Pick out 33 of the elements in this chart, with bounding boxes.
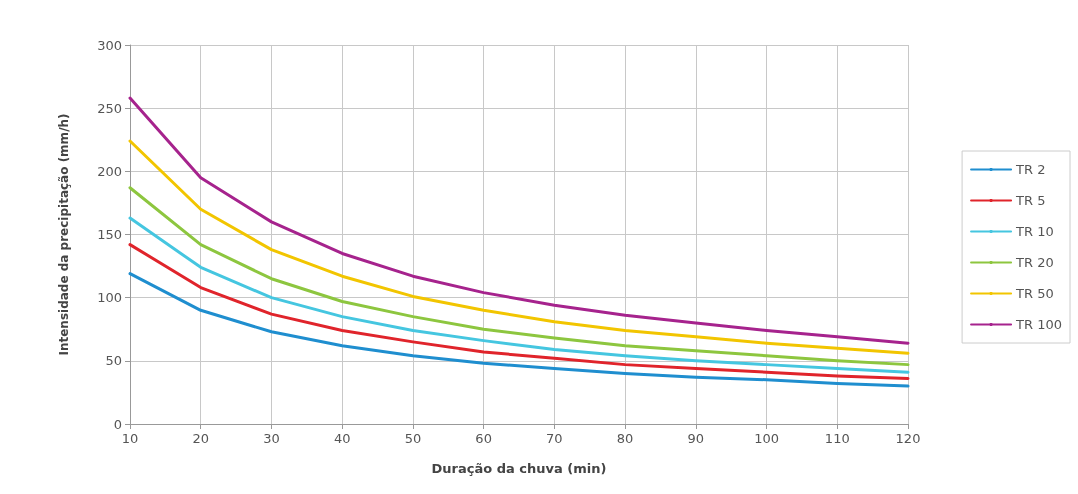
x-tick-label: 50 <box>404 431 422 446</box>
x-tick-label: 80 <box>616 431 634 446</box>
line-series <box>128 272 910 388</box>
legend-label: TR 50 <box>1015 286 1054 301</box>
legend-label: TR 5 <box>1015 193 1046 208</box>
x-tick-label: 60 <box>475 431 492 446</box>
y-tick-label: 150 <box>97 227 122 242</box>
line-series <box>128 216 910 374</box>
x-tick-label: 100 <box>754 431 779 446</box>
y-tick-label: 250 <box>97 100 122 116</box>
x-tick-label: 120 <box>895 431 921 446</box>
x-tick-label: 110 <box>824 431 850 446</box>
y-tick-label: 50 <box>105 353 122 369</box>
y-tick-label: 200 <box>97 163 122 179</box>
line-series <box>128 139 910 355</box>
y-tick-label: 100 <box>97 290 122 306</box>
x-tick-label: 90 <box>687 431 705 446</box>
x-tick-label: 40 <box>333 431 351 446</box>
line-series <box>128 96 910 345</box>
legend-label: TR 2 <box>1015 162 1046 177</box>
y-axis-title: Intensidade da precipitação (mm/h) <box>57 113 71 356</box>
x-tick-label: 10 <box>121 431 139 446</box>
legend-label: TR 20 <box>1015 255 1054 270</box>
x-tick-label: 70 <box>546 431 563 446</box>
legend-label: TR 10 <box>1015 224 1054 239</box>
x-tick-label: 30 <box>263 431 280 446</box>
line-series <box>128 243 910 381</box>
y-tick-label: 300 <box>97 37 122 53</box>
x-axis-title: Duração da chuva (min) <box>431 461 607 476</box>
line-series <box>128 186 910 367</box>
x-tick-label: 20 <box>192 431 209 446</box>
y-tick-label: 0 <box>113 416 122 432</box>
legend-label: TR 100 <box>1015 317 1062 332</box>
